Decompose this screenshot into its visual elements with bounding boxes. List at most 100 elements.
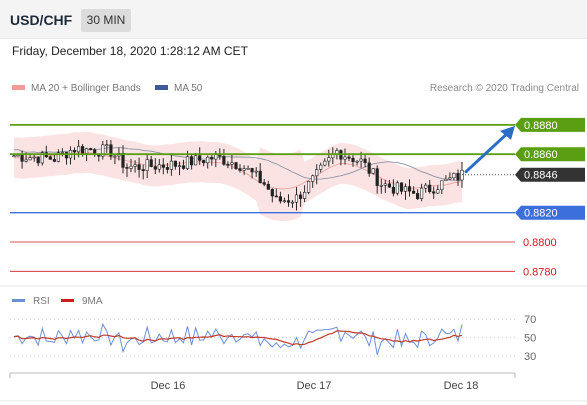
candle-body	[411, 190, 416, 194]
rsi-tick-label: 30	[524, 351, 536, 363]
ma50-swatch	[155, 84, 168, 90]
x-tick-label: Dec 16	[151, 380, 186, 392]
candle-body	[81, 146, 85, 154]
ma50-line	[13, 147, 463, 182]
candle-body	[89, 148, 93, 151]
top-bar: USD/CHF 30 MIN	[0, 0, 587, 39]
candle-body	[266, 184, 270, 190]
candle-body	[198, 155, 202, 161]
candle-body	[367, 162, 371, 174]
candle-body	[278, 196, 283, 202]
rsi-ma-line	[13, 330, 463, 346]
candle-body	[327, 157, 331, 162]
candle-body	[145, 159, 149, 171]
level-label: 0.8880	[524, 120, 558, 132]
candle-body	[424, 184, 428, 189]
candle-body	[371, 168, 375, 174]
bollinger-band	[14, 131, 462, 222]
candle-body	[387, 183, 392, 188]
candle-body	[311, 175, 315, 182]
candle-body	[246, 168, 250, 170]
candle-body	[60, 152, 64, 154]
candle-body	[206, 156, 210, 164]
x-tick-label: Dec 18	[444, 380, 479, 392]
ma20-swatch	[12, 84, 25, 90]
legend-rsi: RSI	[12, 296, 50, 307]
rsi-ma-swatch	[61, 298, 74, 302]
candle-body	[20, 154, 24, 162]
candle-body	[452, 173, 456, 179]
rsi-label: RSI	[33, 296, 50, 307]
ma20-line	[13, 151, 463, 190]
credit-text: Research © 2020 Trading Central	[429, 83, 579, 94]
candle-body	[419, 187, 424, 199]
candle-body	[258, 170, 262, 183]
candle-body	[294, 194, 299, 203]
candle-body	[306, 181, 311, 193]
candle-body	[40, 152, 44, 164]
candle-body	[234, 162, 238, 169]
candle-body	[395, 182, 400, 194]
candle-body	[190, 156, 194, 166]
candle-body	[12, 155, 16, 158]
candle-body	[161, 164, 165, 168]
candle-body	[315, 169, 319, 177]
candle-body	[298, 194, 303, 199]
candle-body	[16, 154, 20, 157]
legend-ma50: MA 50	[155, 83, 202, 94]
candle-body	[432, 191, 436, 194]
candle-body	[391, 186, 396, 194]
level-tag	[515, 117, 585, 132]
candle-body	[125, 167, 129, 169]
candle-body	[270, 189, 274, 197]
candle-body	[137, 164, 141, 170]
candle-body	[242, 168, 246, 171]
candle-body	[230, 162, 234, 165]
level-label: 0.8860	[524, 149, 558, 161]
candle-body	[399, 182, 404, 192]
candle-body	[121, 153, 125, 168]
legend-rsi-ma: 9MA	[61, 296, 103, 307]
level-tag	[515, 147, 585, 162]
candle-body	[149, 159, 153, 167]
candle-body	[448, 177, 452, 180]
forecast-arrow-head	[500, 125, 515, 140]
candle-body	[383, 183, 387, 186]
candle-body	[202, 160, 206, 164]
timeframe-badge[interactable]: 30 MIN	[81, 9, 131, 32]
candle-body	[72, 150, 77, 153]
candle-body	[157, 164, 161, 170]
candle-body	[286, 200, 291, 203]
candle-body	[153, 166, 157, 170]
candle-body	[210, 156, 214, 160]
candle-body	[254, 170, 258, 173]
candle-body	[222, 156, 226, 165]
rsi-tick-label: 50	[524, 333, 536, 345]
candle-body	[363, 158, 367, 164]
candle-body	[85, 148, 89, 154]
rsi-ma-label: 9MA	[82, 296, 103, 307]
candle-body	[407, 186, 412, 192]
candle-body	[36, 156, 40, 164]
candle-body	[436, 189, 440, 194]
level-tag	[515, 205, 585, 220]
legend-ma20: MA 20 + Bollinger Bands	[12, 83, 141, 94]
candle-body	[52, 159, 56, 162]
candle-body	[440, 180, 444, 190]
candle-body	[444, 178, 448, 182]
candle-body	[274, 195, 278, 198]
candle-body	[56, 152, 60, 162]
candle-body	[185, 156, 190, 169]
candle-body	[347, 156, 351, 159]
candle-body	[141, 169, 145, 172]
candle-body	[177, 165, 182, 167]
candle-body	[194, 155, 198, 166]
candle-body	[24, 159, 28, 162]
rsi-line	[13, 322, 463, 355]
candles	[12, 140, 464, 211]
candle-body	[250, 168, 254, 173]
candle-body	[48, 156, 52, 160]
candle-body	[290, 201, 295, 204]
candle-body	[323, 160, 327, 166]
